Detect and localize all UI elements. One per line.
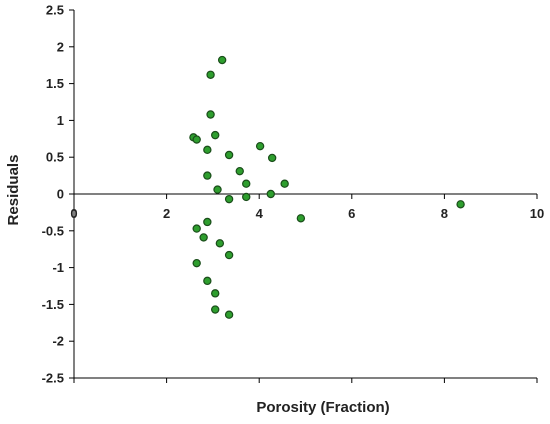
- y-tick-label: -1: [52, 260, 64, 275]
- data-point: [296, 214, 306, 223]
- data-point: [213, 185, 222, 194]
- x-tick-label: 10: [530, 206, 544, 221]
- y-tick-label: -1.5: [42, 297, 64, 312]
- y-tick-label: 1: [57, 113, 64, 128]
- data-point: [235, 166, 244, 176]
- x-axis-title: Porosity (Fraction): [256, 399, 389, 416]
- y-axis: 2.5 2 1.5 1 0.5 0 -0.5 -1 -1.5 -2 -2.5: [42, 3, 75, 386]
- data-point: [199, 233, 208, 242]
- data-points: [189, 55, 465, 319]
- data-point: [192, 224, 201, 233]
- data-point: [267, 153, 277, 163]
- data-point: [242, 192, 251, 202]
- data-point: [217, 55, 227, 65]
- y-tick-label: -0.5: [42, 223, 64, 238]
- data-point: [224, 250, 234, 260]
- data-point: [211, 289, 220, 298]
- y-tick-label: -2: [52, 334, 64, 349]
- data-point: [206, 110, 215, 119]
- y-axis-title: Residuals: [5, 155, 22, 226]
- y-tick-label: 0: [57, 187, 64, 202]
- data-point: [255, 141, 265, 151]
- y-tick-label: -2.5: [42, 371, 64, 386]
- x-tick-label: 4: [256, 206, 264, 221]
- y-tick-label: 0.5: [46, 150, 64, 165]
- data-point: [224, 150, 234, 160]
- data-point: [215, 239, 225, 248]
- data-point: [203, 171, 212, 180]
- data-point: [280, 179, 289, 188]
- x-axis: 0 2 4 6 8 10: [70, 193, 544, 383]
- data-point: [211, 305, 220, 314]
- data-point: [224, 310, 234, 319]
- y-tick-label: 1.5: [46, 76, 64, 91]
- x-tick-label: 8: [441, 206, 448, 221]
- data-point: [203, 217, 212, 227]
- y-tick-label: 2.5: [46, 3, 64, 18]
- x-tick-label: 2: [163, 206, 170, 221]
- data-point: [192, 258, 201, 268]
- data-point: [203, 145, 212, 155]
- data-point: [242, 179, 251, 188]
- data-point: [206, 70, 215, 79]
- data-point: [211, 130, 220, 140]
- data-point: [266, 189, 275, 199]
- data-point: [203, 276, 212, 286]
- x-tick-label: 0: [70, 206, 77, 221]
- y-tick-label: 2: [57, 39, 64, 54]
- data-point: [192, 135, 201, 144]
- data-point: [224, 194, 234, 204]
- x-tick-label: 6: [348, 206, 355, 221]
- data-point: [456, 200, 465, 209]
